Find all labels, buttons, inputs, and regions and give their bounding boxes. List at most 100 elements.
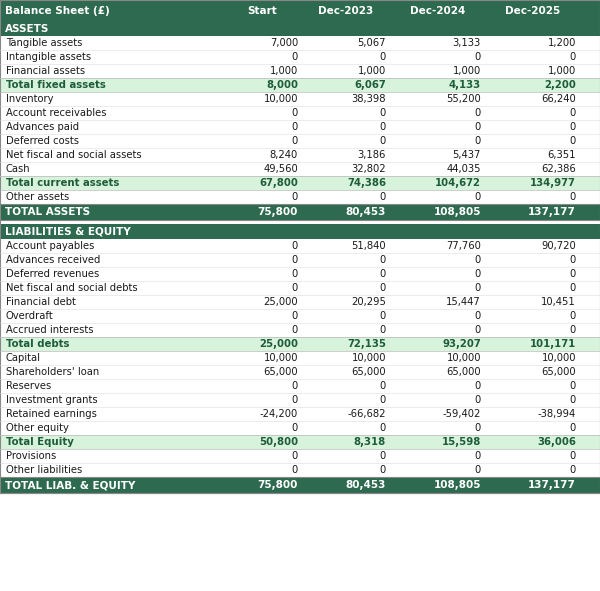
Bar (0, 204, 600, 220)
Text: 0: 0 (475, 423, 481, 433)
Text: 0: 0 (475, 52, 481, 62)
Bar (0, 435, 600, 449)
Text: 0: 0 (292, 122, 298, 132)
Text: Deferred costs: Deferred costs (6, 136, 79, 146)
Text: Net fiscal and social debts: Net fiscal and social debts (6, 283, 137, 293)
Text: 0: 0 (380, 381, 386, 391)
Bar (0, 0, 600, 21)
Text: 0: 0 (570, 108, 576, 118)
Bar (0, 176, 600, 190)
Text: ASSETS: ASSETS (5, 24, 49, 34)
Text: 0: 0 (570, 283, 576, 293)
Text: 1,200: 1,200 (548, 38, 576, 48)
Text: 74,386: 74,386 (347, 178, 386, 188)
Bar (0, 379, 600, 393)
Text: 0: 0 (380, 108, 386, 118)
Text: 0: 0 (380, 283, 386, 293)
Bar (0, 162, 600, 176)
Text: 51,840: 51,840 (352, 241, 386, 251)
Bar (0, 407, 600, 421)
Text: 67,800: 67,800 (259, 178, 298, 188)
Text: TOTAL LIAB. & EQUITY: TOTAL LIAB. & EQUITY (5, 480, 136, 490)
Bar (0, 239, 600, 253)
Bar (0, 148, 600, 162)
Text: 1,000: 1,000 (270, 66, 298, 76)
Text: 4,133: 4,133 (449, 80, 481, 90)
Bar (0, 92, 600, 106)
Text: 104,672: 104,672 (435, 178, 481, 188)
Text: 62,386: 62,386 (541, 164, 576, 174)
Text: 0: 0 (475, 381, 481, 391)
Text: 0: 0 (380, 269, 386, 279)
Text: 0: 0 (380, 255, 386, 265)
Text: Capital: Capital (6, 353, 41, 363)
Text: 0: 0 (292, 283, 298, 293)
Text: 0: 0 (570, 325, 576, 335)
Bar (0, 106, 600, 120)
Text: 0: 0 (380, 451, 386, 461)
Text: 0: 0 (292, 192, 298, 202)
Bar (0, 190, 600, 204)
Text: 0: 0 (380, 325, 386, 335)
Text: Financial assets: Financial assets (6, 66, 85, 76)
Text: LIABILITIES & EQUITY: LIABILITIES & EQUITY (5, 226, 131, 236)
Text: 0: 0 (292, 136, 298, 146)
Text: 0: 0 (380, 311, 386, 321)
Text: Accrued interests: Accrued interests (6, 325, 94, 335)
Text: Investment grants: Investment grants (6, 395, 98, 405)
Text: 0: 0 (570, 395, 576, 405)
Bar (0, 281, 600, 295)
Text: 0: 0 (570, 255, 576, 265)
Text: 0: 0 (475, 269, 481, 279)
Text: Advances paid: Advances paid (6, 122, 79, 132)
Text: 0: 0 (292, 451, 298, 461)
Text: 25,000: 25,000 (259, 339, 298, 349)
Text: 0: 0 (380, 122, 386, 132)
Text: 36,006: 36,006 (537, 437, 576, 447)
Text: -66,682: -66,682 (347, 409, 386, 419)
Text: 66,240: 66,240 (541, 94, 576, 104)
Bar (0, 393, 600, 407)
Text: 0: 0 (475, 122, 481, 132)
Text: 0: 0 (380, 136, 386, 146)
Text: 0: 0 (475, 465, 481, 475)
Text: 65,000: 65,000 (446, 367, 481, 377)
Text: 8,240: 8,240 (270, 150, 298, 160)
Text: 49,560: 49,560 (263, 164, 298, 174)
Bar (0, 253, 600, 267)
Text: Financial debt: Financial debt (6, 297, 76, 307)
Text: 0: 0 (475, 136, 481, 146)
Text: 0: 0 (570, 52, 576, 62)
Text: Other equity: Other equity (6, 423, 69, 433)
Text: Net fiscal and social assets: Net fiscal and social assets (6, 150, 142, 160)
Text: 10,000: 10,000 (542, 353, 576, 363)
Text: 1,000: 1,000 (548, 66, 576, 76)
Text: 75,800: 75,800 (257, 207, 298, 217)
Text: 0: 0 (570, 269, 576, 279)
Text: 32,802: 32,802 (352, 164, 386, 174)
Text: 6,351: 6,351 (548, 150, 576, 160)
Bar (0, 64, 600, 78)
Text: 80,453: 80,453 (346, 480, 386, 490)
Text: 101,171: 101,171 (530, 339, 576, 349)
Text: Cash: Cash (6, 164, 31, 174)
Bar (0, 120, 600, 134)
Text: 0: 0 (570, 451, 576, 461)
Text: 6,067: 6,067 (354, 80, 386, 90)
Text: 0: 0 (380, 465, 386, 475)
Text: 10,451: 10,451 (541, 297, 576, 307)
Text: Total Equity: Total Equity (6, 437, 74, 447)
Text: Dec-2024: Dec-2024 (410, 5, 465, 15)
Text: Account payables: Account payables (6, 241, 94, 251)
Text: Total current assets: Total current assets (6, 178, 119, 188)
Text: 0: 0 (570, 192, 576, 202)
Text: 0: 0 (380, 52, 386, 62)
Text: 8,000: 8,000 (266, 80, 298, 90)
Text: 108,805: 108,805 (433, 207, 481, 217)
Text: 0: 0 (570, 381, 576, 391)
Text: 38,398: 38,398 (352, 94, 386, 104)
Text: 25,000: 25,000 (263, 297, 298, 307)
Text: 0: 0 (475, 108, 481, 118)
Text: -38,994: -38,994 (538, 409, 576, 419)
Text: Intangible assets: Intangible assets (6, 52, 91, 62)
